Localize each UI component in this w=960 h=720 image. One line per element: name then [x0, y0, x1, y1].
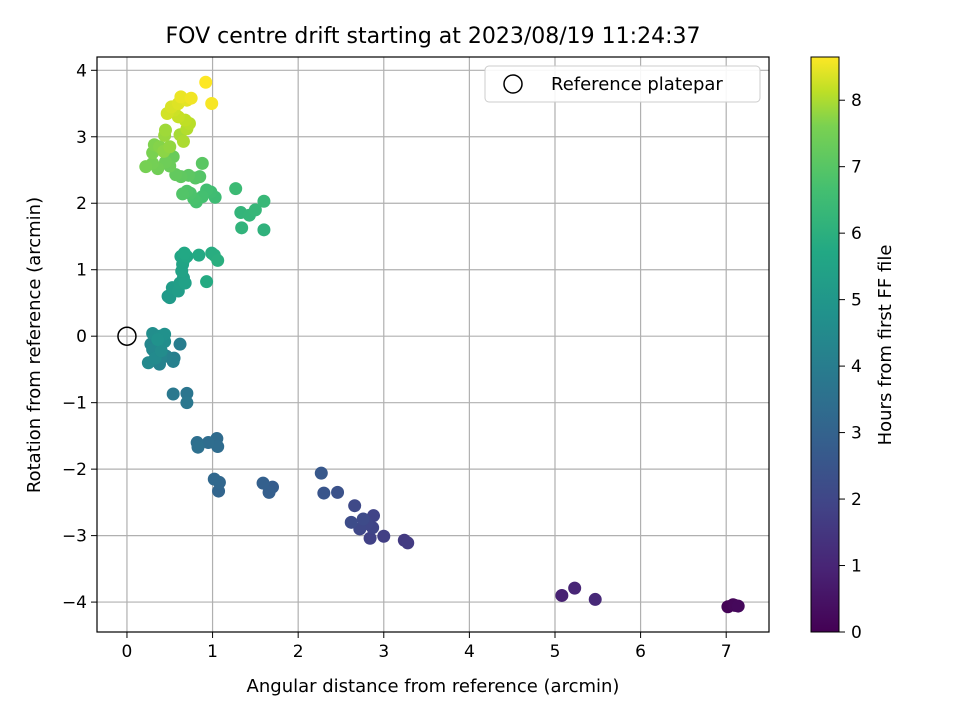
data-point — [211, 253, 225, 267]
data-point — [256, 476, 270, 490]
data-point — [344, 515, 358, 529]
data-point — [348, 499, 362, 513]
y-tick-label: −1 — [62, 394, 87, 414]
colorbar-tick-label: 6 — [851, 224, 862, 244]
chart-title: FOV centre drift starting at 2023/08/19 … — [166, 24, 701, 49]
data-point — [177, 246, 191, 260]
y-tick-label: 3 — [76, 128, 87, 148]
legend-marker — [503, 74, 523, 94]
data-point — [184, 91, 198, 105]
data-point — [176, 187, 190, 201]
data-point — [229, 182, 243, 196]
data-point — [139, 160, 153, 174]
data-point — [317, 486, 331, 500]
data-point — [174, 90, 188, 104]
x-tick-label: 2 — [293, 642, 304, 662]
data-point — [178, 276, 192, 290]
data-point — [257, 223, 271, 237]
colorbar-tick-label: 7 — [851, 158, 862, 178]
x-tick-label: 5 — [550, 642, 561, 662]
data-point — [166, 387, 180, 401]
x-tick-label: 3 — [378, 642, 389, 662]
data-point — [201, 436, 215, 450]
colorbar-tick-label: 1 — [851, 557, 862, 577]
y-axis-label: Rotation from reference (arcmin) — [24, 197, 45, 493]
reference-point-marker — [117, 326, 137, 346]
legend-entry: Reference platepar — [551, 74, 723, 95]
data-point — [588, 592, 602, 606]
x-tick-label: 0 — [122, 642, 133, 662]
data-point — [356, 512, 370, 526]
colorbar-tick-label: 4 — [851, 357, 862, 377]
x-tick-label: 4 — [464, 642, 475, 662]
colorbar-ticks: 0 1 2 3 4 5 6 7 8 — [839, 91, 862, 643]
y-tick-label: −4 — [62, 593, 87, 613]
y-tick-label: 0 — [76, 327, 87, 347]
data-point — [555, 588, 569, 602]
data-point — [363, 531, 377, 545]
y-axis-ticks: −4 −3 −2 −1 0 1 2 3 4 — [62, 61, 97, 613]
colorbar-label: Hours from first FF file — [875, 245, 896, 446]
x-tick-label: 6 — [635, 642, 646, 662]
x-tick-label: 7 — [721, 642, 732, 662]
y-tick-label: 4 — [76, 61, 87, 81]
x-axis-ticks: 0 1 2 3 4 5 6 7 — [122, 632, 732, 662]
colorbar-tick-label: 8 — [851, 91, 862, 111]
data-point — [200, 275, 214, 289]
data-point — [377, 529, 391, 543]
grid — [97, 57, 769, 632]
y-tick-label: 2 — [76, 194, 87, 214]
y-tick-label: −3 — [62, 527, 87, 547]
data-point — [568, 581, 582, 595]
colorbar-tick-label: 3 — [851, 424, 862, 444]
data-point — [257, 194, 271, 208]
y-tick-label: −2 — [62, 460, 87, 480]
colorbar-tick-label: 5 — [851, 291, 862, 311]
scatter-points — [139, 75, 745, 614]
data-point — [235, 221, 249, 235]
legend-box — [484, 65, 761, 103]
data-point — [401, 536, 415, 550]
data-point — [173, 337, 187, 351]
data-point — [207, 472, 221, 486]
data-point — [731, 599, 745, 613]
data-point — [199, 75, 213, 89]
data-point — [176, 134, 190, 148]
data-point — [192, 248, 206, 262]
y-tick-label: 1 — [76, 261, 87, 281]
colorbar-tick-label: 0 — [851, 623, 862, 643]
data-point — [331, 485, 345, 499]
x-tick-label: 1 — [207, 642, 218, 662]
data-point — [151, 333, 165, 347]
legend: Reference platepar — [484, 65, 761, 103]
data-point — [195, 156, 209, 170]
data-point — [191, 440, 205, 454]
plot-frame — [96, 56, 770, 633]
data-point — [262, 485, 276, 499]
colorbar-tick-label: 2 — [851, 490, 862, 510]
data-point — [248, 203, 262, 217]
data-point — [158, 123, 172, 137]
data-point — [180, 386, 194, 400]
x-axis-label: Angular distance from reference (arcmin) — [247, 676, 620, 697]
data-point — [163, 140, 177, 154]
colorbar — [810, 56, 840, 633]
data-point — [180, 396, 194, 410]
data-point — [205, 97, 219, 111]
data-point — [314, 466, 328, 480]
